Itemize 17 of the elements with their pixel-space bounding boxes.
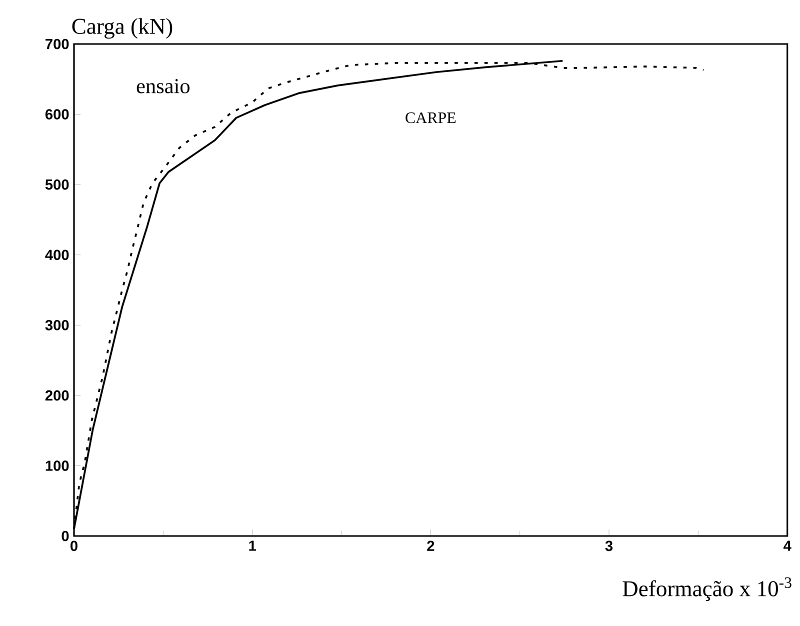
x-tick-label: 1 [249, 540, 256, 551]
y-tick-label: 100 [46, 460, 69, 471]
y-tick-label: 400 [45, 250, 69, 260]
x-tick-label: 3 [605, 540, 613, 552]
x-axis-title: Deformação x 10$^{-3}$ [622, 577, 792, 601]
y-tick-label: 300 [45, 320, 69, 330]
chart-title: Carga (kN) [72, 18, 172, 39]
y-tick-label: 500 [45, 179, 69, 190]
series-label: ensaio [136, 79, 190, 94]
x-tick-label: 0 [70, 540, 78, 552]
y-tick-label: 600 [45, 109, 69, 120]
x-tick-label: 2 [427, 540, 434, 551]
x-tick-label: 4 [784, 540, 792, 551]
y-tick-label: 200 [45, 390, 69, 401]
text: CARPE [406, 112, 456, 124]
y-tick-label: 0 [62, 530, 69, 542]
y-tick-label: 700 [46, 38, 69, 50]
